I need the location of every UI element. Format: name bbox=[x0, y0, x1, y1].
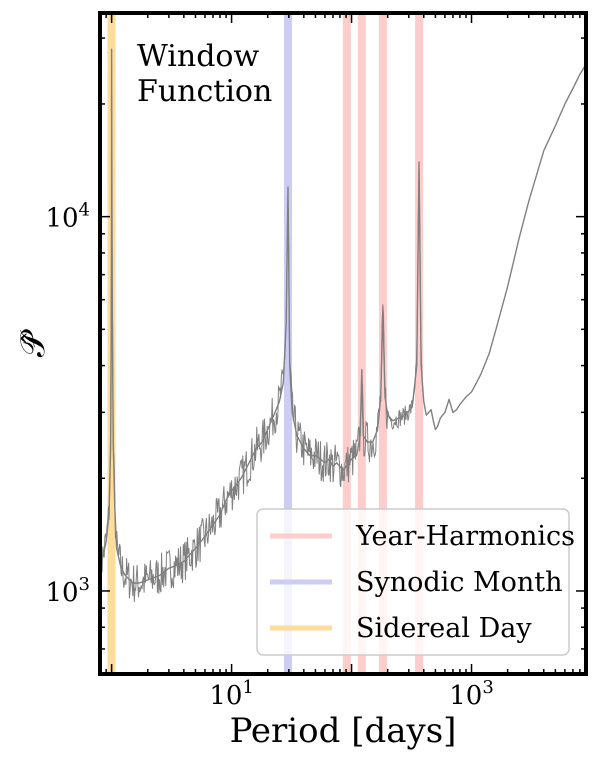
legend-label: Synodic Month bbox=[356, 567, 563, 598]
legend: Year-Harmonics Synodic Month Sidereal Da… bbox=[256, 508, 575, 656]
band bbox=[378, 13, 387, 674]
annotation-line: Function bbox=[137, 74, 272, 109]
annotation: Window Function bbox=[137, 39, 272, 109]
tick-label: 103 bbox=[449, 677, 494, 711]
band bbox=[284, 13, 293, 674]
legend-box bbox=[256, 508, 570, 656]
noise-texture bbox=[99, 170, 424, 603]
annotation-line: Window bbox=[137, 39, 259, 74]
legend-label: Year-Harmonics bbox=[355, 521, 575, 552]
band bbox=[415, 13, 424, 674]
tick-label: 104 bbox=[45, 200, 90, 234]
tick-label: 103 bbox=[45, 574, 90, 608]
x-ticks: 101 103 bbox=[99, 13, 587, 711]
x-axis-label: Period [days] bbox=[230, 711, 457, 751]
noise-line bbox=[99, 170, 424, 603]
plot-frame bbox=[98, 11, 588, 676]
band bbox=[357, 13, 366, 674]
tick-label: 101 bbox=[209, 677, 254, 711]
y-axis-label: 𝒫̂ bbox=[13, 329, 53, 357]
series-line bbox=[99, 48, 587, 584]
band bbox=[342, 13, 351, 674]
legend-label: Sidereal Day bbox=[356, 613, 532, 644]
